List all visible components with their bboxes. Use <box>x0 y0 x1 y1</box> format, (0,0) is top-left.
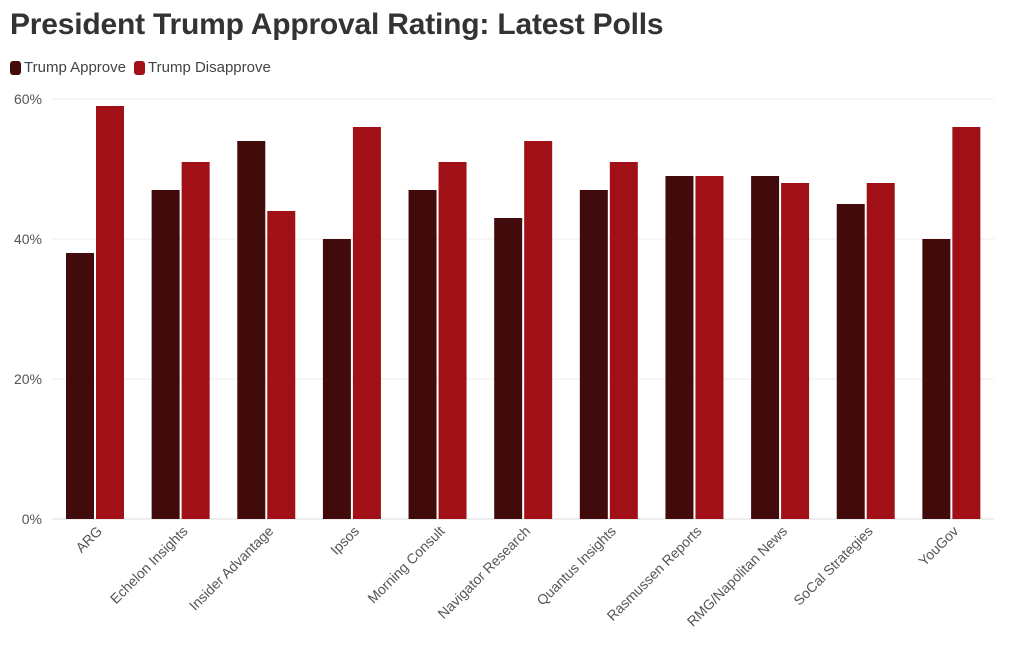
bar[interactable]: Trump Disapprove — YouGov: 56% <box>952 127 981 519</box>
x-tick-label: Ipsos <box>327 523 362 558</box>
bar[interactable]: Trump Approve — SoCal Strategies: 45% <box>836 204 865 519</box>
legend-label-disapprove: Trump Disapprove <box>148 59 271 76</box>
bar[interactable]: Trump Approve — Echelon Insights: 47% <box>151 190 180 519</box>
x-tick-label: Insider Advantage <box>186 523 277 614</box>
y-tick-label: 0% <box>22 511 42 527</box>
legend-swatch-approve <box>10 60 21 75</box>
bar[interactable]: Trump Disapprove — SoCal Strategies: 48% <box>866 183 895 519</box>
x-tick-label: SoCal Strategies <box>790 523 876 609</box>
chart-title: President Trump Approval Rating: Latest … <box>10 8 664 41</box>
x-tick-label: YouGov <box>915 523 961 569</box>
x-tick-label: Rasmussen Reports <box>604 523 705 624</box>
legend-label-approve: Trump Approve <box>24 59 126 76</box>
legend-swatch-disapprove <box>134 60 145 75</box>
legend-item-approve[interactable]: Trump Approve <box>10 59 126 76</box>
y-tick-label: 60% <box>14 91 42 107</box>
bar[interactable]: Trump Approve — Ipsos: 40% <box>322 239 351 519</box>
x-tick-label: ARG <box>72 523 105 556</box>
bar[interactable]: Trump Disapprove — Insider Advantage: 44… <box>267 211 296 519</box>
bar[interactable]: Trump Approve — YouGov: 40% <box>922 239 951 519</box>
y-tick-label: 40% <box>14 231 42 247</box>
bar[interactable]: Trump Disapprove — Ipsos: 56% <box>352 127 381 519</box>
bar[interactable]: Trump Disapprove — Quantus Insights: 51% <box>609 162 638 519</box>
bar[interactable]: Trump Approve — Quantus Insights: 47% <box>579 190 608 519</box>
legend: Trump Approve Trump Disapprove <box>10 59 279 76</box>
x-tick-label: Quantus Insights <box>533 523 619 609</box>
bar[interactable]: Trump Disapprove — Navigator Research: 5… <box>524 141 553 519</box>
bar[interactable]: Trump Disapprove — RMG/Napolitan News: 4… <box>781 183 810 519</box>
bar[interactable]: Trump Approve — ARG: 38% <box>66 253 94 519</box>
bar[interactable]: Trump Disapprove — Morning Consult: 51% <box>438 162 467 519</box>
bar[interactable]: Trump Approve — Morning Consult: 47% <box>408 190 437 519</box>
bar[interactable]: Trump Disapprove — Rasmussen Reports: 49… <box>695 176 724 519</box>
legend-item-disapprove[interactable]: Trump Disapprove <box>134 59 271 76</box>
x-tick-label: Echelon Insights <box>107 523 191 607</box>
y-tick-label: 20% <box>14 371 42 387</box>
bar[interactable]: Trump Approve — Rasmussen Reports: 49% <box>665 176 694 519</box>
bar[interactable]: Trump Approve — RMG/Napolitan News: 49% <box>751 176 780 519</box>
bar[interactable]: Trump Disapprove — ARG: 59% <box>96 106 124 519</box>
bar[interactable]: Trump Approve — Navigator Research: 43% <box>494 218 523 519</box>
bar[interactable]: Trump Disapprove — Echelon Insights: 51% <box>181 162 210 519</box>
x-tick-label: Morning Consult <box>364 523 447 606</box>
bar[interactable]: Trump Approve — Insider Advantage: 54% <box>237 141 266 519</box>
x-tick-label: Navigator Research <box>434 523 533 622</box>
